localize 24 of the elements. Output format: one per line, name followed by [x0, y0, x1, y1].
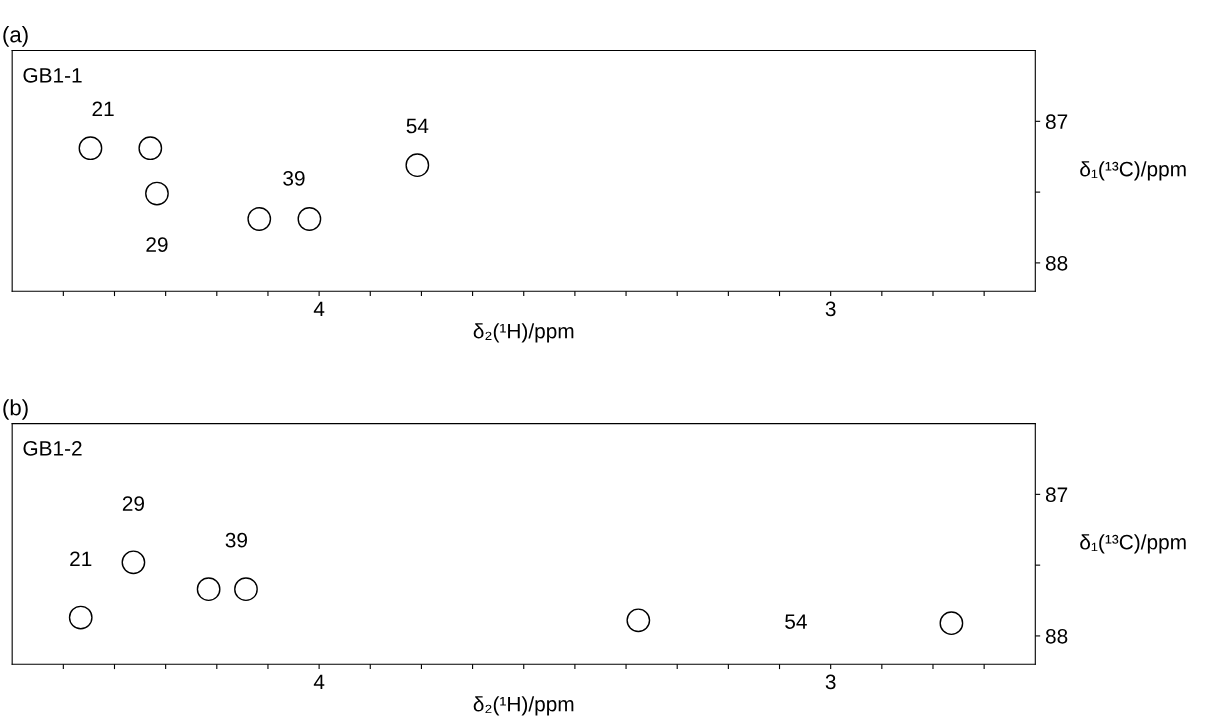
annotation: 54 [406, 118, 429, 134]
annotation: GB1-2 [23, 440, 82, 456]
annotation: 21 [70, 551, 92, 566]
x-tick-label: 3 [825, 301, 836, 317]
y-axis-title: δ₁(¹³C)/ppm [1080, 161, 1186, 181]
x-axis-title: δ₂(¹H)/ppm [473, 323, 574, 343]
annotation: 39 [225, 532, 247, 548]
annotation: 21 [92, 101, 114, 117]
y-axis-title: δ₁(¹³C)/ppm [1080, 534, 1186, 554]
x-tick-label: 4 [313, 301, 325, 317]
chart-title: (a) [3, 26, 28, 47]
annotation: GB1-1 [23, 67, 82, 83]
annotation: 39 [283, 170, 305, 186]
y-tick-label: 88 [1045, 628, 1068, 644]
x-tick-label: 3 [825, 674, 836, 690]
annotation: 29 [122, 496, 145, 511]
x-axis-title: δ₂(¹H)/ppm [473, 696, 574, 716]
annotation: 54 [785, 614, 807, 629]
y-tick-label: 88 [1045, 255, 1068, 271]
y-tick-label: 87 [1045, 114, 1068, 130]
x-tick-label: 4 [313, 674, 325, 690]
y-tick-label: 87 [1045, 487, 1068, 503]
chart-title: (b) [3, 399, 28, 420]
annotation: 29 [146, 237, 168, 252]
